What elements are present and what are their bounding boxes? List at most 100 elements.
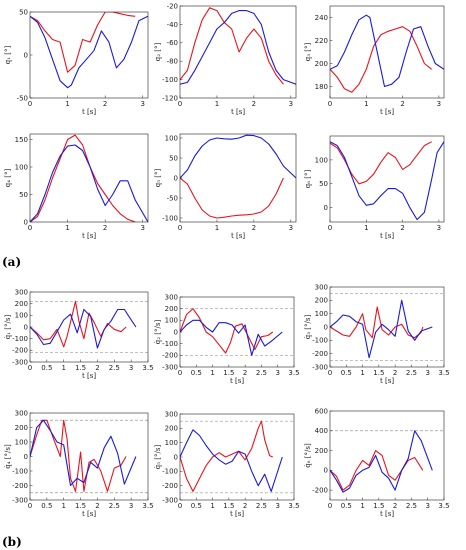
- axes-frame: [329, 410, 445, 501]
- series-line-blue: [330, 430, 433, 493]
- y-tick-label: 150: [15, 136, 28, 144]
- subplot-2: 0 1 2 3 -120 -100 -80 -60 -40 -20 t [s] q₂ [°]: [154, 2, 297, 116]
- y-tick-label: -100: [162, 340, 178, 348]
- series-line-blue: [30, 15, 148, 89]
- y-tick-label: -200: [162, 482, 178, 490]
- y-tick-label: -300: [12, 358, 28, 366]
- y-axis-label: q̇₂ [°/s]: [154, 320, 162, 345]
- y-tick-label: 600: [315, 407, 328, 415]
- x-tick-label: 3: [289, 100, 293, 108]
- x-tick-label: 2: [252, 224, 256, 232]
- series-line-blue: [30, 308, 137, 349]
- y-tick-label: -100: [12, 467, 28, 475]
- y-tick-label: -50: [17, 94, 28, 102]
- y-tick-label: 300: [15, 288, 28, 296]
- y-tick-label: 50: [319, 180, 328, 188]
- x-tick-label: 1: [215, 100, 219, 108]
- series-line-blue: [330, 141, 444, 221]
- series-line-blue: [30, 144, 148, 222]
- subplot-11: 0 0.5 1 1.5 2 2.5 3 3.5 -300 -200 -100 0 100 200 300 t …: [154, 410, 300, 518]
- x-tick-label: 0.5: [41, 364, 52, 372]
- x-axis-label: t [s]: [380, 108, 394, 116]
- subplot-9: 0 0.5 1 1.5 2 2.5 3 3.5 -300 -200 -100 0 100 200 300 t …: [304, 283, 450, 385]
- series-line-blue: [330, 299, 433, 359]
- y-tick-label: 100: [165, 439, 178, 447]
- series-line-red: [330, 306, 424, 339]
- y-tick-label: 100: [315, 156, 328, 164]
- y-tick-label: 200: [165, 425, 178, 433]
- x-tick-label: 3.5: [438, 502, 449, 510]
- x-axis-label: t [s]: [380, 510, 394, 518]
- x-tick-label: 1: [364, 224, 368, 232]
- x-tick-label: 0: [178, 100, 182, 108]
- series-line-blue: [330, 14, 444, 88]
- x-tick-label: 2: [252, 100, 256, 108]
- x-tick-label: 0: [28, 100, 32, 108]
- x-tick-label: 3: [437, 100, 441, 108]
- x-tick-label: 1.5: [75, 502, 86, 510]
- axes-frame: [29, 291, 149, 363]
- x-tick-label: 1.5: [223, 369, 234, 377]
- panel-label-a: (a): [2, 255, 21, 269]
- y-tick-label: 50: [169, 154, 178, 162]
- y-axis-label: q₁ [°]: [4, 45, 12, 64]
- y-tick-label: 50: [19, 8, 28, 16]
- y-tick-label: 0: [174, 453, 178, 461]
- x-tick-label: 3: [275, 502, 279, 510]
- y-tick-label: -200: [12, 482, 28, 490]
- y-tick-label: -100: [162, 468, 178, 476]
- x-tick-label: 1: [65, 224, 69, 232]
- x-tick-label: 1: [65, 100, 69, 108]
- series-line-red: [180, 420, 274, 492]
- y-tick-label: -120: [162, 94, 178, 102]
- x-tick-label: 3: [129, 502, 133, 510]
- subplot-5: 0 1 2 3 -100 -50 0 50 100 t [s] q₅ [°]: [154, 133, 297, 240]
- series-line-red: [330, 141, 432, 185]
- y-tick-label: 300: [165, 410, 178, 418]
- x-tick-label: 0.5: [41, 502, 52, 510]
- y-tick-label: 200: [315, 297, 328, 305]
- x-tick-label: 0: [328, 502, 332, 510]
- axes-frame: [29, 11, 149, 99]
- x-tick-label: 1: [360, 502, 364, 510]
- x-tick-label: 2.5: [256, 369, 267, 377]
- x-axis-label: t [s]: [230, 510, 244, 518]
- x-tick-label: 1.5: [75, 364, 86, 372]
- x-tick-label: 0.5: [191, 369, 202, 377]
- y-tick-label: 0: [324, 467, 328, 475]
- series-line-blue: [180, 429, 283, 492]
- x-axis-label: t [s]: [82, 510, 96, 518]
- x-axis-label: t [s]: [231, 108, 245, 116]
- x-axis-label: t [s]: [380, 232, 394, 240]
- x-axis-label: t [s]: [82, 372, 96, 380]
- y-axis-label: q₅ [°]: [154, 168, 162, 187]
- y-tick-label: 100: [15, 438, 28, 446]
- y-tick-label: 220: [315, 37, 328, 45]
- y-axis-label: q₄ [°]: [4, 168, 12, 187]
- x-tick-label: 3: [141, 224, 145, 232]
- subplot-4: 0 1 2 3 0 50 100 150 t [s] q₄ [°]: [4, 133, 149, 240]
- x-tick-label: 2: [95, 364, 99, 372]
- y-tick-label: -200: [12, 347, 28, 355]
- x-tick-label: 0: [28, 224, 32, 232]
- y-tick-label: 0: [174, 174, 178, 182]
- x-tick-label: 3: [275, 369, 279, 377]
- y-tick-label: 200: [15, 300, 28, 308]
- y-tick-label: 0: [24, 453, 28, 461]
- series-line-blue: [30, 419, 137, 487]
- x-tick-label: 1.5: [373, 369, 384, 377]
- subplot-8: 0 0.5 1 1.5 2 2.5 3 3.5 -300 -200 -100 0 100 200 300 t …: [154, 293, 300, 385]
- x-tick-label: 3: [425, 369, 429, 377]
- x-axis-label: t [s]: [380, 377, 394, 385]
- axes-frame: [329, 5, 445, 99]
- y-tick-label: 300: [315, 283, 328, 291]
- y-axis-label: q₃ [°]: [304, 42, 312, 61]
- y-tick-label: 200: [165, 305, 178, 313]
- series-line-blue: [180, 10, 296, 85]
- y-tick-label: -20: [167, 2, 178, 10]
- x-tick-label: 0: [28, 364, 32, 372]
- y-tick-label: -100: [162, 214, 178, 222]
- y-tick-label: 300: [15, 409, 28, 417]
- x-tick-label: 3: [425, 502, 429, 510]
